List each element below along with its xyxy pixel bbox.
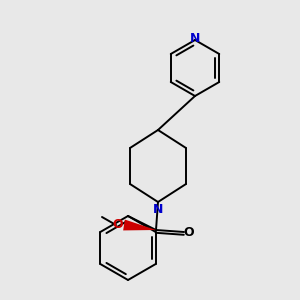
- Text: N: N: [153, 203, 163, 216]
- Text: O: O: [113, 218, 123, 232]
- Text: N: N: [190, 32, 200, 46]
- Polygon shape: [123, 220, 156, 230]
- Text: O: O: [184, 226, 194, 238]
